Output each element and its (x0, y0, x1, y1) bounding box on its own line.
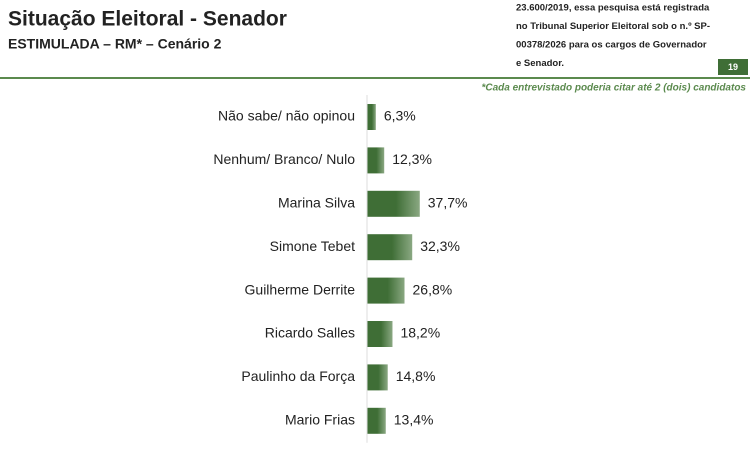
category-label: Paulinho da Força (241, 368, 355, 384)
bar (367, 321, 393, 347)
value-label: 37,7% (428, 195, 468, 211)
chart-subtitle: ESTIMULADA – RM* – Cenário 2 (8, 36, 222, 52)
category-label: Marina Silva (278, 195, 355, 211)
registration-line: 23.600/2019, essa pesquisa está registra… (516, 3, 710, 14)
category-label: Ricardo Salles (265, 325, 355, 341)
category-label: Simone Tebet (270, 238, 355, 254)
category-label: Mario Frias (285, 412, 355, 428)
value-label: 6,3% (384, 108, 416, 124)
bar (367, 104, 376, 130)
bar (367, 190, 420, 217)
value-label: 26,8% (413, 281, 453, 297)
bar (367, 277, 405, 304)
bar (367, 407, 386, 434)
bar (367, 364, 388, 391)
value-label: 32,3% (420, 238, 460, 254)
page-number: 19 (728, 62, 738, 72)
value-label: 12,3% (392, 151, 432, 167)
value-label: 13,4% (394, 412, 434, 428)
registration-note: 23.600/2019, essa pesquisa está registra… (516, 3, 710, 70)
category-label: Não sabe/ não opinou (218, 108, 355, 124)
page-number-box (718, 59, 748, 75)
bar (367, 147, 385, 174)
registration-line: no Tribunal Superior Eleitoral sob o n.º… (516, 21, 710, 32)
registration-line: e Senador. (516, 58, 564, 69)
category-label: Nenhum/ Branco/ Nulo (213, 151, 355, 167)
value-label: 18,2% (400, 325, 440, 341)
chart-title: Situação Eleitoral - Senador (8, 8, 287, 31)
category-label: Guilherme Derrite (245, 281, 356, 297)
annotation: *Cada entrevistado poderia citar até 2 (… (481, 83, 746, 94)
registration-line: 00378/2026 para os cargos de Governador (516, 40, 707, 51)
value-label: 14,8% (396, 368, 436, 384)
bar (367, 234, 413, 261)
